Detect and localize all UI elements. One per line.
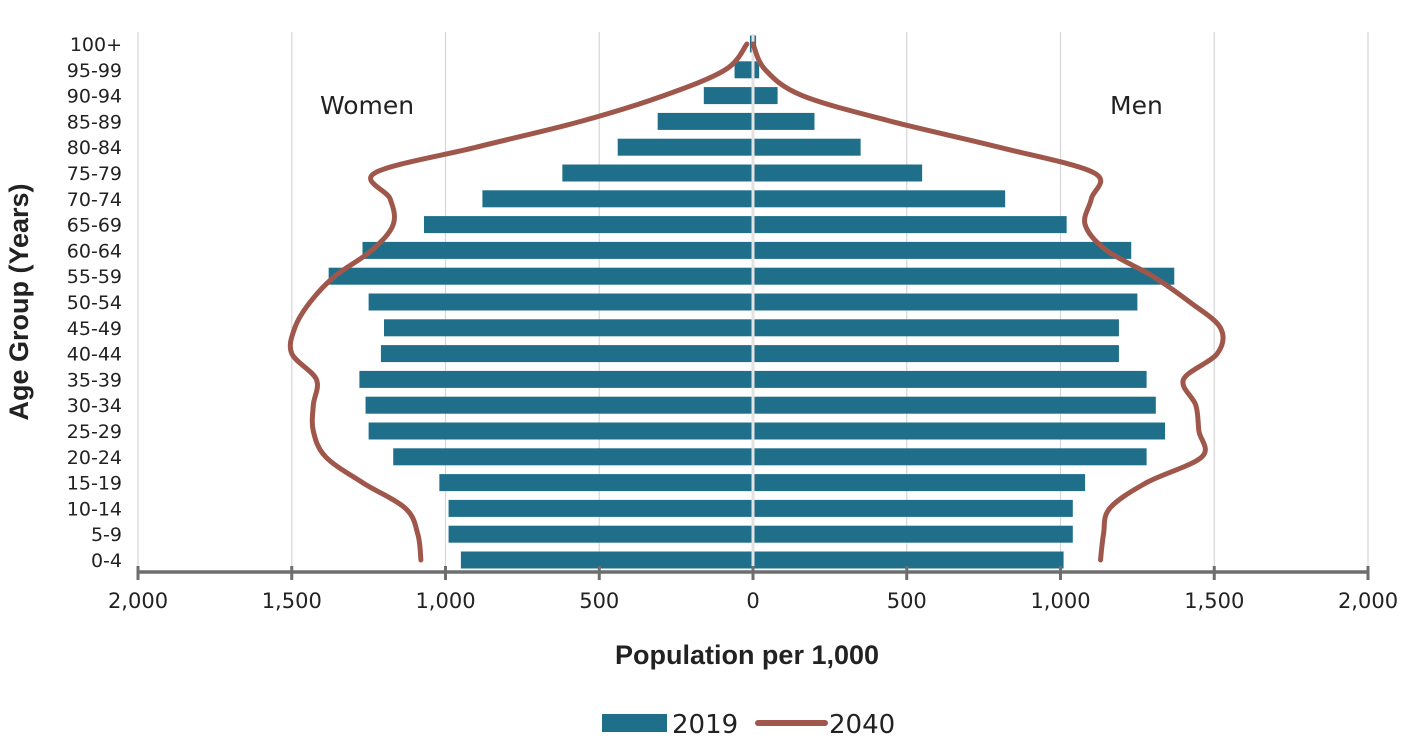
bar-men-2019 [753, 61, 760, 79]
bar-men-2019 [753, 474, 1086, 492]
bar-men-2019 [753, 319, 1119, 337]
age-group-label: 40-44 [67, 344, 122, 366]
bar-men-2019 [753, 293, 1138, 311]
age-group-label: 65-69 [67, 215, 122, 237]
bar-women-2019 [482, 190, 753, 208]
age-group-label: 75-79 [67, 163, 122, 185]
x-tick-label: 500 [579, 589, 619, 613]
age-group-label: 30-34 [67, 395, 122, 417]
bar-women-2019 [617, 138, 753, 156]
line-men-2040 [750, 41, 1226, 563]
bar-women-2019 [359, 370, 753, 388]
x-tick-label: 0 [746, 589, 759, 613]
legend-label-2040: 2040 [829, 710, 895, 740]
bar-women-2019 [657, 112, 753, 130]
age-group-label: 85-89 [67, 111, 122, 133]
bar-women-2019 [368, 293, 753, 311]
bar-women-2019 [460, 551, 753, 569]
y-axis-title: Age Group (Years) [4, 183, 34, 420]
bar-women-2019 [362, 241, 753, 259]
age-group-label: 0-4 [91, 550, 122, 572]
line-women-2040 [287, 41, 750, 563]
bar-men-2019 [753, 422, 1166, 440]
bar-women-2019 [365, 396, 753, 414]
bar-men-2019 [753, 241, 1132, 259]
axis-layer: 2,000 1,500 1,000 500 0 500 1,000 1,500 2,000 [108, 566, 1398, 613]
bar-men-2019 [753, 345, 1119, 363]
x-tick-label: 1,000 [415, 589, 475, 613]
bar-women-2019 [393, 448, 753, 466]
bar-women-2019 [703, 87, 753, 105]
bar-men-2019 [753, 164, 923, 182]
age-group-label: 35-39 [67, 369, 122, 391]
bar-women-2019 [423, 216, 753, 234]
age-group-label: 90-94 [67, 86, 122, 108]
bar-women-2019 [368, 422, 753, 440]
legend-label-2019: 2019 [672, 710, 738, 740]
bar-women-2019 [384, 319, 753, 337]
label-layer: 0-4 5-9 10-14 15-19 20-24 25-29 30-34 35-39 40-4… [67, 34, 122, 572]
age-group-label: 25-29 [67, 421, 122, 443]
bar-women-2019 [448, 525, 753, 543]
bar-women-2019 [562, 164, 753, 182]
bar-men-2019 [753, 551, 1064, 569]
bar-men-2019 [753, 87, 778, 105]
age-group-label: 50-54 [67, 292, 122, 314]
age-group-label: 20-24 [67, 447, 122, 469]
legend: 2019 2040 [602, 710, 895, 740]
age-group-label: 100+ [70, 34, 122, 56]
x-tick-label: 2,000 [108, 589, 168, 613]
x-tick-label: 2,000 [1338, 589, 1398, 613]
bar-men-2019 [753, 396, 1156, 414]
bar-men-2019 [753, 448, 1147, 466]
bar-men-2019 [753, 499, 1073, 517]
bar-men-2019 [753, 525, 1073, 543]
bar-women-2019 [439, 474, 753, 492]
x-tick-label: 1,000 [1030, 589, 1090, 613]
age-group-label: 45-49 [67, 318, 122, 340]
bar-men-2019 [753, 138, 861, 156]
bar-men-2019 [753, 216, 1067, 234]
bar-men-2019 [753, 267, 1175, 285]
line-layer [287, 41, 1226, 563]
bar-men-2019 [753, 370, 1147, 388]
side-label-women: Women [320, 91, 414, 120]
age-group-label: 5-9 [91, 524, 122, 546]
bar-women-2019 [328, 267, 753, 285]
x-tick-label: 1,500 [262, 589, 322, 613]
bar-women-2019 [734, 61, 753, 79]
x-tick-label: 500 [887, 589, 927, 613]
bar-men-2019 [753, 112, 815, 130]
legend-swatch-2019 [602, 714, 667, 732]
side-label-men: Men [1110, 91, 1163, 120]
age-group-label: 80-84 [67, 137, 122, 159]
bar-men-2019 [753, 190, 1006, 208]
x-tick-label: 1,500 [1184, 589, 1244, 613]
bar-women-2019 [448, 499, 753, 517]
age-group-label: 15-19 [67, 473, 122, 495]
bar-women-2019 [380, 345, 753, 363]
age-group-label: 95-99 [67, 60, 122, 82]
x-axis-title: Population per 1,000 [615, 640, 879, 670]
bars-layer [328, 35, 1175, 569]
age-group-label: 55-59 [67, 266, 122, 288]
age-group-label: 70-74 [67, 189, 122, 211]
age-group-label: 60-64 [67, 240, 122, 262]
age-group-label: 10-14 [67, 498, 122, 520]
